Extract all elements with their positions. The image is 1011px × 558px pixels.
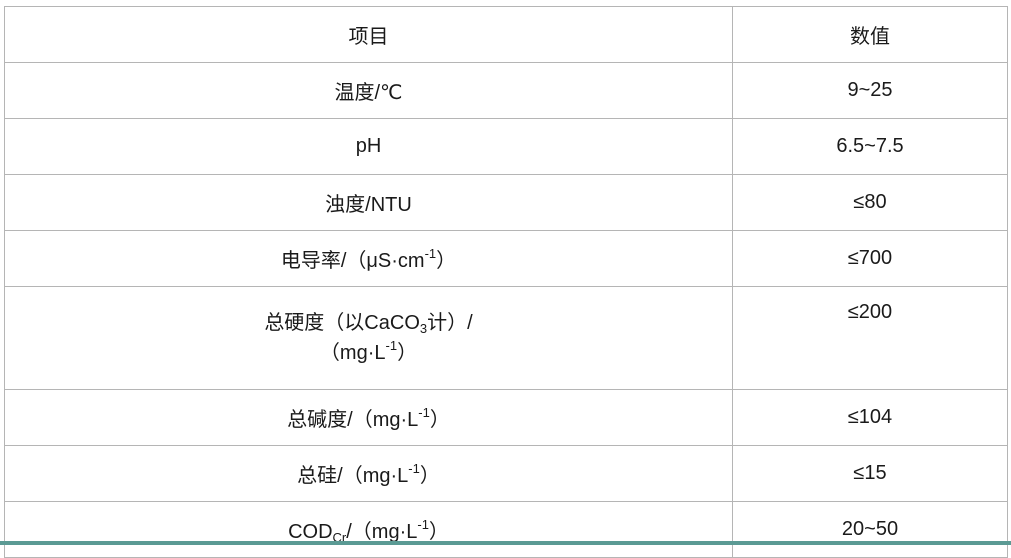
label-text: 总碱度/（mg·L [287,409,419,431]
label-text: ） [429,409,450,431]
label-subscript: 3 [419,321,428,336]
row-value: ≤104 [732,389,1008,446]
label-text: 浊度/NTU [325,194,412,216]
header-value: 数值 [732,6,1008,63]
label-superscript: -1 [418,405,430,420]
label-subscript: Cr [332,530,347,545]
table-row: CODCr/（mg·L-1） 20~50 [4,501,1008,558]
row-value: ≤200 [732,286,1008,390]
row-value: 9~25 [732,62,1008,119]
label-text: 总硬度（以CaCO [264,312,420,334]
row-value: ≤15 [732,445,1008,502]
water-quality-table: 项目 数值 温度/℃ 9~25 pH 6.5~7.5 浊度/NTU ≤80 电导… [4,6,1008,558]
label-superscript: -1 [408,461,420,476]
label-superscript: -1 [417,517,429,532]
label-text: 电导率/（μS·cm [280,250,425,272]
row-label: 总碱度/（mg·L-1） [4,389,733,446]
table-row: 浊度/NTU ≤80 [4,174,1008,231]
table-row: 电导率/（μS·cm-1） ≤700 [4,230,1008,287]
row-label: 总硬度（以CaCO3计）/ （mg·L-1） [4,286,733,390]
row-label: CODCr/（mg·L-1） [4,501,733,558]
table-row: 总硅/（mg·L-1） ≤15 [4,445,1008,502]
table-header-row: 项目 数值 [4,6,1008,63]
table-row: 总碱度/（mg·L-1） ≤104 [4,389,1008,446]
row-label: 浊度/NTU [4,174,733,231]
label-text: 温度/℃ [334,82,403,104]
label-text: ） [419,465,440,487]
row-value: ≤700 [732,230,1008,287]
label-text: pH [355,135,382,157]
label-text: ） [436,250,457,272]
row-label: 温度/℃ [4,62,733,119]
label-superscript: -1 [385,338,398,353]
row-label: 电导率/（μS·cm-1） [4,230,733,287]
label-text: 总硅/（mg·L [297,465,409,487]
label-text: 计）/ [427,312,473,334]
table-row: pH 6.5~7.5 [4,118,1008,175]
row-label: 总硅/（mg·L-1） [4,445,733,502]
label-text: ） [397,342,418,364]
row-value: ≤80 [732,174,1008,231]
row-value: 20~50 [732,501,1008,558]
label-text: （mg·L [319,342,386,364]
label-text: /（mg·L [346,521,418,543]
label-text: ） [428,521,449,543]
bottom-divider [0,541,1011,545]
table-row: 总硬度（以CaCO3计）/ （mg·L-1） ≤200 [4,286,1008,390]
label-text: COD [288,521,333,543]
row-value: 6.5~7.5 [732,118,1008,175]
label-superscript: -1 [424,246,437,261]
header-item: 项目 [4,6,733,63]
table-row: 温度/℃ 9~25 [4,62,1008,119]
row-label: pH [4,118,733,175]
